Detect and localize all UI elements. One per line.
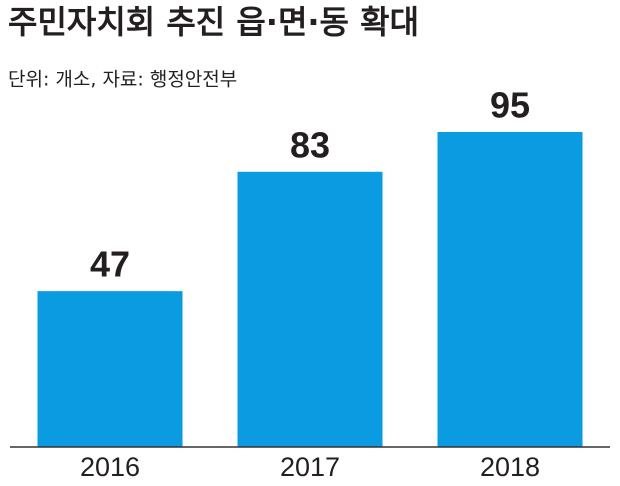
chart-subtitle: 단위: 개소, 자료: 행정안전부	[8, 69, 237, 91]
bar	[437, 132, 583, 447]
x-tick-label: 2017	[280, 452, 340, 482]
bar	[237, 171, 383, 447]
chart-title: 주민자치회 추진 읍·면·동 확대	[8, 3, 419, 41]
x-tick-label: 2018	[480, 452, 540, 482]
bar	[37, 291, 183, 447]
data-label: 95	[490, 85, 530, 126]
data-label: 83	[290, 124, 330, 165]
data-label: 47	[90, 244, 130, 285]
x-tick-label: 2016	[80, 452, 140, 482]
